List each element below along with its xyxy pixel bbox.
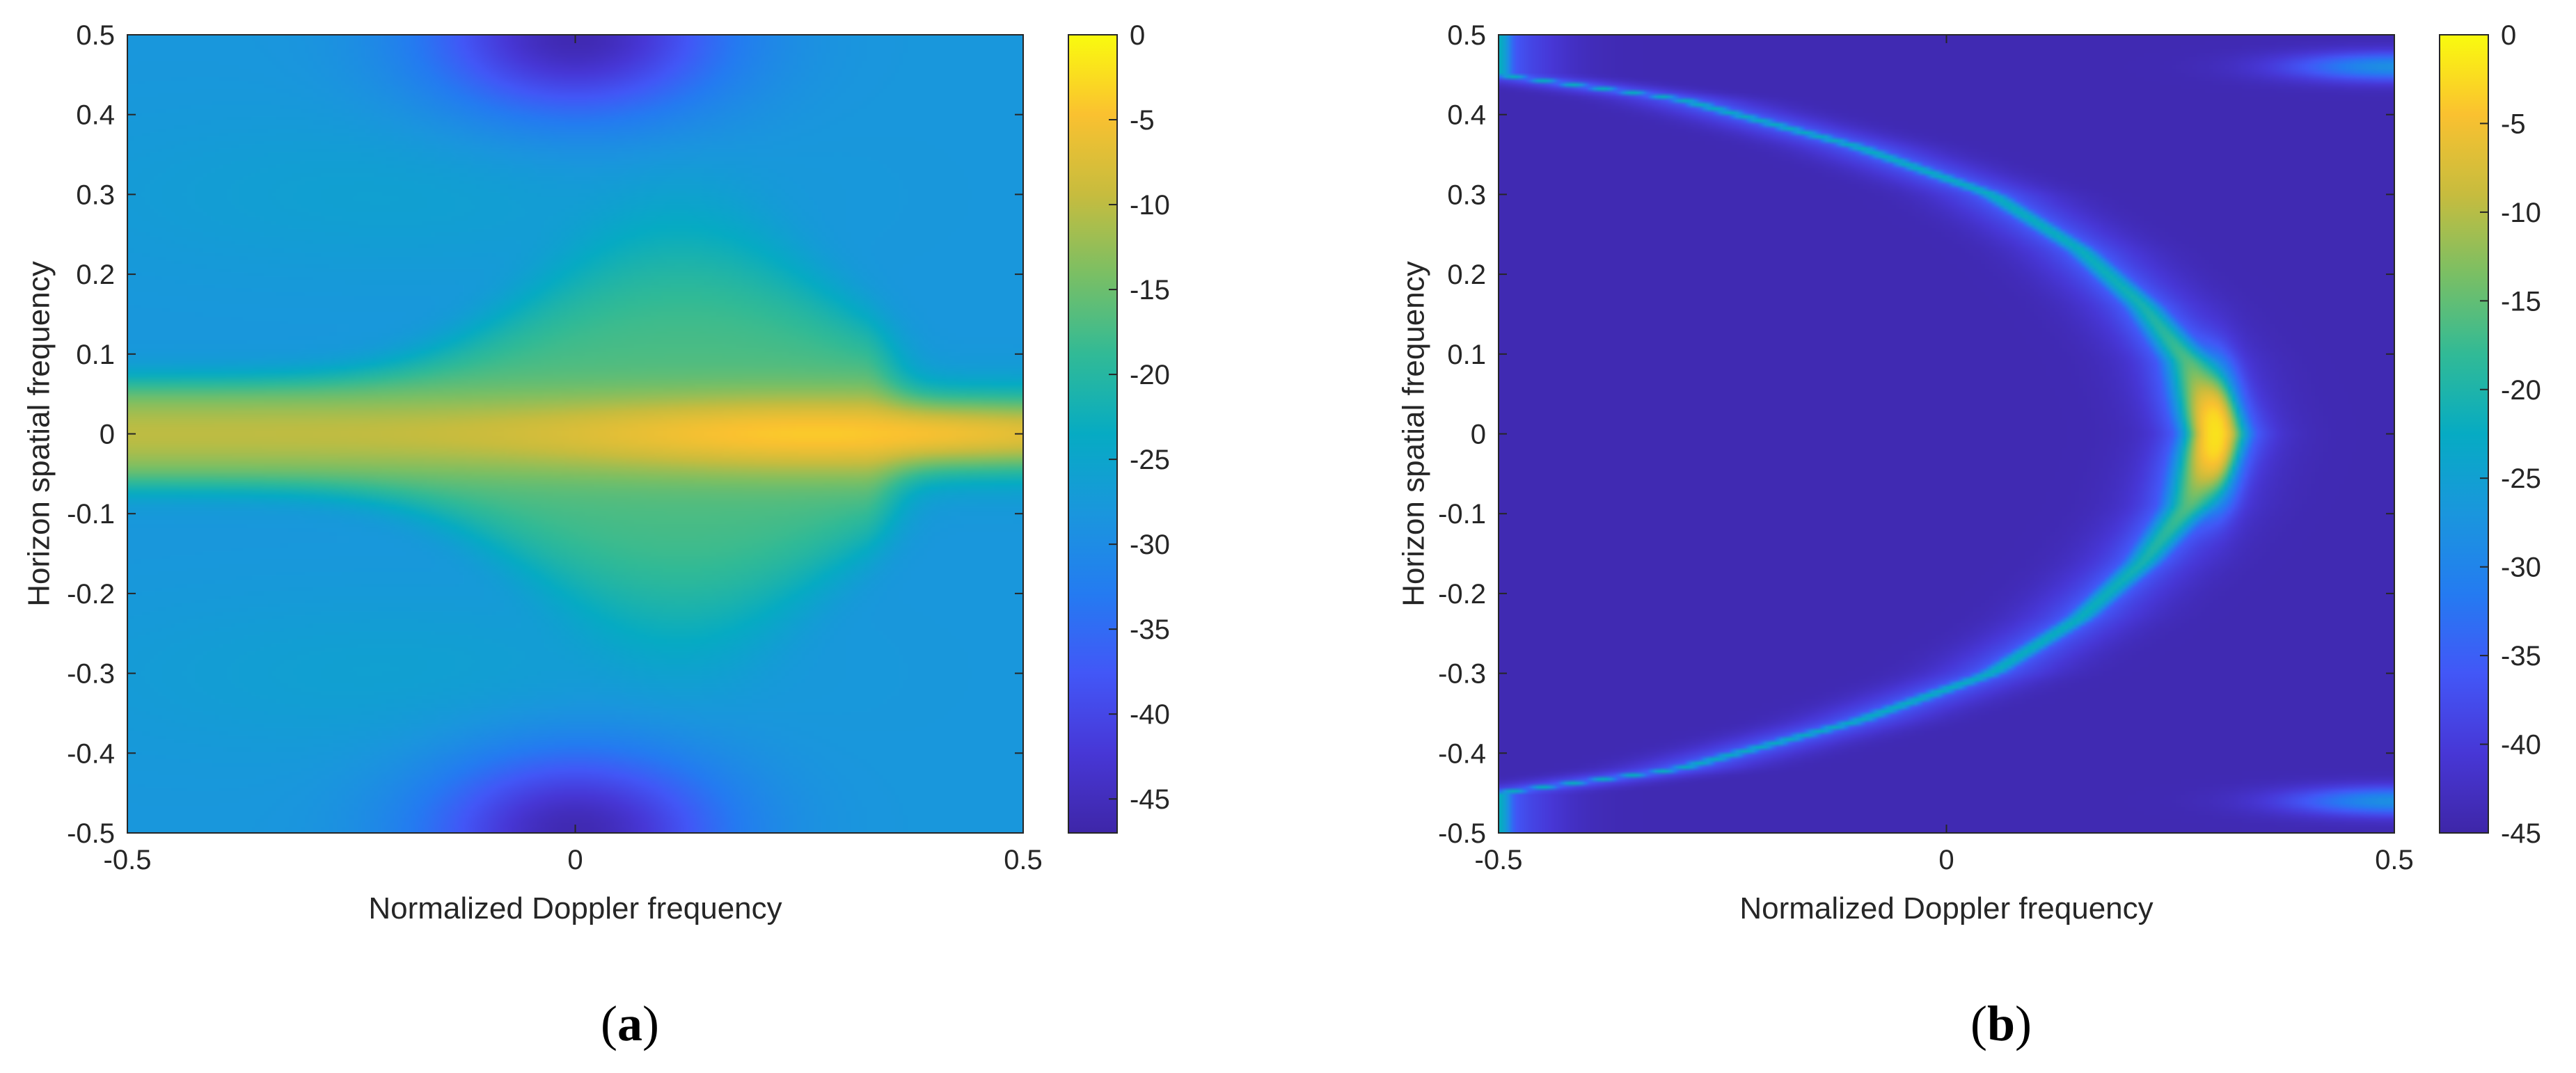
x-tick-label: 0.5 xyxy=(1004,845,1043,875)
heatmap-image xyxy=(1499,35,2394,833)
y-tick-label: 0.2 xyxy=(1447,260,1486,290)
x-axis-ticks: -0.5 0 0.5 xyxy=(1475,35,2414,875)
x-tick-label: 0 xyxy=(1938,845,1954,875)
y-tick-label: 0.5 xyxy=(1447,20,1486,51)
y-tick-label: -0.1 xyxy=(1438,499,1486,530)
colorbar-tick-label: -30 xyxy=(1130,530,1170,560)
y-tick-label: 0 xyxy=(1471,420,1486,450)
panel-caption-a: (a) xyxy=(601,996,659,1051)
x-axis-label: Normalized Doppler frequency xyxy=(368,891,782,925)
y-tick-label: 0.5 xyxy=(76,20,115,51)
colorbar-tick-label: -15 xyxy=(2501,286,2541,317)
y-tick-label: 0.1 xyxy=(1447,340,1486,370)
colorbar-tick-label: 0 xyxy=(2501,20,2516,51)
colorbar-tick-label: -30 xyxy=(2501,553,2541,583)
colorbar-scale xyxy=(2439,34,2489,834)
heatmap-plot-area xyxy=(127,34,1024,834)
y-tick-label: 0.3 xyxy=(76,180,115,210)
heatmap-image xyxy=(127,35,1023,833)
y-tick-label: 0.3 xyxy=(1447,180,1486,210)
colorbar-tick-label: -10 xyxy=(2501,198,2541,228)
colorbar-scale xyxy=(1068,34,1118,834)
y-axis-label: Horizon spatial frequency xyxy=(22,261,56,606)
colorbar: 0 -5 -10 -15 -20 -25 -30 -35 -40 -45 xyxy=(2439,20,2541,849)
colorbar-tick-label: -10 xyxy=(1130,190,1170,221)
colorbar-tick-label: -25 xyxy=(1130,445,1170,475)
panel-a: 0.5 0.4 0.3 0.2 0.1 0 -0.1 -0.2 -0.3 -0.4 -0.5 -0.… xyxy=(22,20,1169,1051)
panel-b: 0.5 0.4 0.3 0.2 0.1 0 -0.1 -0.2 -0.3 -0.4 -0.5 -0.… xyxy=(1396,20,2541,1051)
colorbar-tick-label: -20 xyxy=(1130,360,1170,390)
colorbar-tick-label: -45 xyxy=(1130,784,1170,815)
y-tick-label: -0.4 xyxy=(1438,738,1486,769)
colorbar: 0 -5 -10 -15 -20 -25 -30 -35 -40 -45 xyxy=(1068,20,1170,834)
colorbar-tick-label: -5 xyxy=(1130,105,1155,136)
colorbar-tick-label: -40 xyxy=(1130,699,1170,730)
colorbar-tick-label: -20 xyxy=(2501,375,2541,406)
colorbar-tick-label: -40 xyxy=(2501,730,2541,761)
y-axis-label: Horizon spatial frequency xyxy=(1396,261,1430,606)
x-axis-label: Normalized Doppler frequency xyxy=(1739,891,2153,925)
y-tick-label: -0.2 xyxy=(1438,579,1486,610)
y-axis-ticks: 0.5 0.4 0.3 0.2 0.1 0 -0.1 -0.2 -0.3 -0.4 -0.5 xyxy=(67,20,1023,849)
colorbar-tick-label: -25 xyxy=(2501,463,2541,494)
colorbar-tick-label: -45 xyxy=(2501,818,2541,849)
x-tick-label: 0.5 xyxy=(2375,845,2414,875)
colorbar-tick-label: -35 xyxy=(1130,614,1170,645)
x-axis-ticks: -0.5 0 0.5 xyxy=(104,35,1043,875)
colorbar-tick-label: -15 xyxy=(1130,275,1170,305)
caption-letter: a xyxy=(617,996,642,1051)
x-tick-label: -0.5 xyxy=(1475,845,1523,875)
y-tick-label: 0.1 xyxy=(76,340,115,370)
caption-letter: b xyxy=(1987,996,2015,1051)
y-tick-label: 0 xyxy=(100,420,115,450)
colorbar-tick-label: 0 xyxy=(1130,20,1145,51)
y-tick-label: -0.3 xyxy=(67,659,115,690)
y-tick-label: -0.5 xyxy=(67,818,115,849)
x-tick-label: 0 xyxy=(567,845,583,875)
panel-caption-b: (b) xyxy=(1970,996,2032,1051)
x-tick-label: -0.5 xyxy=(104,845,152,875)
y-tick-label: -0.3 xyxy=(1438,659,1486,690)
y-tick-label: -0.2 xyxy=(67,579,115,610)
colorbar-tick-label: -35 xyxy=(2501,641,2541,671)
colorbar-tick-label: -5 xyxy=(2501,109,2526,139)
heatmap-plot-area xyxy=(1498,34,2395,834)
y-axis-ticks: 0.5 0.4 0.3 0.2 0.1 0 -0.1 -0.2 -0.3 -0.4 -0.5 xyxy=(1438,20,2394,849)
y-tick-label: 0.2 xyxy=(76,260,115,290)
y-tick-label: -0.1 xyxy=(67,499,115,530)
y-tick-label: 0.4 xyxy=(76,100,115,131)
y-tick-label: -0.5 xyxy=(1438,818,1486,849)
y-tick-label: -0.4 xyxy=(67,738,115,769)
y-tick-label: 0.4 xyxy=(1447,100,1486,131)
